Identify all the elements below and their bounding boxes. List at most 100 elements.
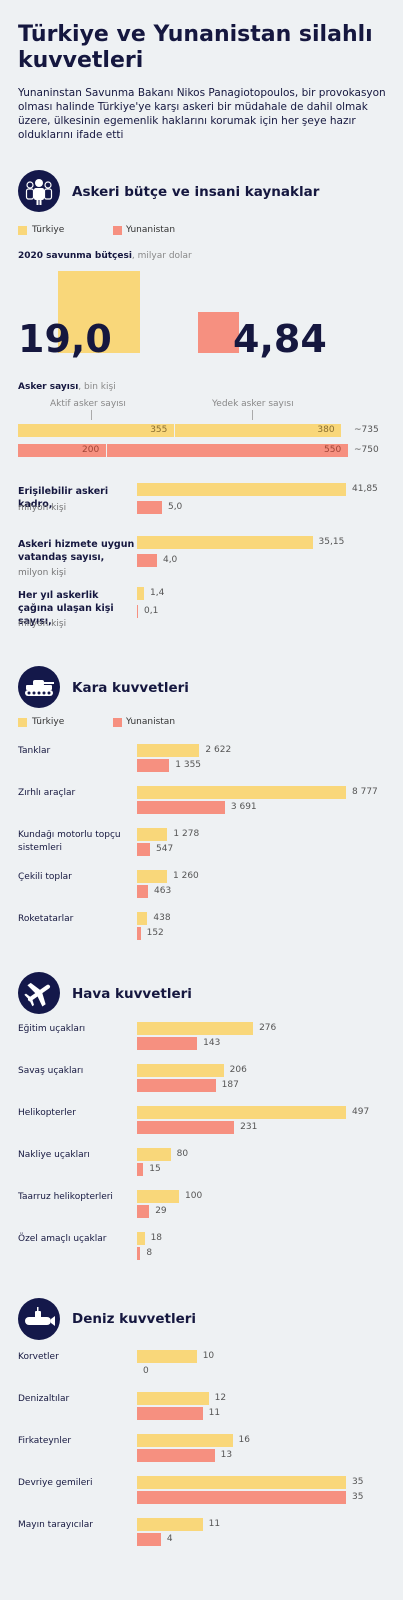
navy-bar-1-3 bbox=[137, 1491, 346, 1504]
navy-value-0-3: 35 bbox=[352, 1477, 364, 1487]
air-value-0-3: 80 bbox=[176, 1149, 189, 1159]
people-icon bbox=[18, 170, 60, 212]
land-bar-0-2 bbox=[137, 828, 168, 841]
population-value-0-0: 41,85 bbox=[352, 484, 378, 494]
population-value-1-0: 5,0 bbox=[167, 502, 183, 512]
land-bar-0-3 bbox=[137, 870, 167, 883]
air-bar-1-2 bbox=[137, 1121, 235, 1134]
soldier-legend-active: Aktif asker sayısı bbox=[50, 399, 126, 409]
navy-label-1: Denizaltılar bbox=[18, 1394, 70, 1404]
section-title-air: Hava kuvvetleri bbox=[72, 986, 192, 1002]
population-value-1-1: 4,0 bbox=[162, 555, 178, 565]
air-value-0-2: 497 bbox=[352, 1107, 370, 1117]
population-bar-1-2 bbox=[137, 605, 138, 618]
legend-label-yunanistan: Yunanistan bbox=[126, 225, 176, 235]
soldier-bar-reserve-1 bbox=[107, 444, 348, 457]
navy-bar-0-2 bbox=[137, 1434, 233, 1447]
population-unit-2: milyon kişi bbox=[18, 619, 67, 629]
population-bar-1-1 bbox=[137, 554, 157, 567]
navy-bar-0-3 bbox=[137, 1476, 346, 1489]
legend-swatch-yunanistan-land bbox=[113, 718, 122, 727]
land-label-1: Zırhlı araçlar bbox=[18, 788, 76, 798]
soldier-chart-title: Asker sayısı, bin kişi bbox=[18, 382, 116, 392]
soldier-total-label-0: ~735 bbox=[354, 425, 379, 435]
population-value-0-2: 1,4 bbox=[149, 588, 165, 598]
population-bar-0-1 bbox=[137, 536, 313, 549]
page-title: Türkiye ve Yunanistan silahlı kuvvetleri bbox=[18, 22, 373, 73]
section-title-land: Kara kuvvetleri bbox=[72, 680, 189, 696]
population-label-0: Erişilebilir askeri kadro, bbox=[18, 486, 109, 510]
soldier-active-label-1: 200 bbox=[82, 445, 100, 455]
air-bar-1-1 bbox=[137, 1079, 216, 1092]
navy-value-0-0: 10 bbox=[202, 1351, 215, 1361]
legend-swatch-turkiye bbox=[18, 226, 27, 235]
budget-value-yunanistan: 4,84 bbox=[233, 317, 327, 361]
land-value-1-4: 152 bbox=[146, 928, 164, 938]
air-bar-0-3 bbox=[137, 1148, 171, 1161]
air-value-1-1: 187 bbox=[221, 1080, 239, 1090]
air-value-0-4: 100 bbox=[185, 1191, 203, 1201]
submarine-icon bbox=[18, 1298, 60, 1340]
page-subtitle: Yunaninstan Savunma Bakanı Nikos Panagio… bbox=[18, 87, 386, 141]
navy-bar-1-2 bbox=[137, 1449, 215, 1462]
air-bar-0-1 bbox=[137, 1064, 224, 1077]
land-value-1-2: 547 bbox=[156, 844, 174, 854]
land-value-1-0: 1 355 bbox=[175, 760, 202, 770]
air-value-1-4: 29 bbox=[155, 1206, 167, 1216]
soldier-bar-active-0 bbox=[18, 424, 175, 437]
section-title-navy: Deniz kuvvetleri bbox=[72, 1311, 197, 1327]
navy-value-0-2: 16 bbox=[238, 1435, 250, 1445]
land-value-1-1: 3 691 bbox=[230, 802, 257, 812]
air-value-1-3: 15 bbox=[149, 1164, 161, 1174]
land-bar-0-4 bbox=[137, 912, 148, 925]
population-bar-0-2 bbox=[137, 587, 144, 600]
soldier-legend-reserve: Yedek asker sayısı bbox=[212, 399, 294, 409]
land-label-2: Kundağı motorlu topçu sistemleri bbox=[18, 830, 121, 853]
air-value-0-1: 206 bbox=[229, 1065, 247, 1075]
navy-value-1-3: 35 bbox=[352, 1492, 364, 1502]
airplane-icon bbox=[18, 972, 60, 1014]
air-label-2: Helikopterler bbox=[18, 1108, 76, 1118]
air-bar-0-2 bbox=[137, 1106, 346, 1119]
navy-value-1-0: 0 bbox=[143, 1366, 149, 1376]
navy-bar-1-4 bbox=[137, 1533, 161, 1546]
navy-label-0: Korvetler bbox=[18, 1352, 59, 1362]
legend-label-turkiye: Türkiye bbox=[32, 225, 65, 235]
budget-value-turkiye: 19,0 bbox=[18, 317, 112, 361]
land-bar-1-2 bbox=[137, 843, 151, 856]
navy-value-0-4: 11 bbox=[208, 1519, 221, 1529]
land-label-0: Tanklar bbox=[18, 746, 51, 756]
soldier-bar-reserve-0 bbox=[175, 424, 342, 437]
land-label-3: Çekili toplar bbox=[18, 872, 72, 882]
air-bar-0-0 bbox=[137, 1022, 254, 1035]
navy-bar-0-4 bbox=[137, 1518, 203, 1531]
air-value-1-0: 143 bbox=[203, 1038, 221, 1048]
budget-square-yunanistan bbox=[198, 311, 240, 353]
air-bar-1-0 bbox=[137, 1037, 198, 1050]
air-label-5: Özel amaçlı uçaklar bbox=[18, 1234, 107, 1244]
land-bar-0-0 bbox=[137, 744, 200, 757]
land-value-0-1: 8 777 bbox=[352, 787, 378, 797]
population-bar-0-0 bbox=[137, 483, 346, 496]
navy-value-0-1: 12 bbox=[214, 1393, 227, 1403]
land-bar-1-1 bbox=[137, 801, 225, 814]
air-value-0-0: 276 bbox=[259, 1023, 277, 1033]
navy-label-2: Firkateynler bbox=[18, 1436, 72, 1446]
air-bar-1-4 bbox=[137, 1205, 150, 1218]
land-value-0-3: 1 260 bbox=[173, 871, 199, 881]
navy-value-1-2: 13 bbox=[220, 1450, 233, 1460]
soldier-active-label-0: 355 bbox=[150, 425, 168, 435]
soldier-reserve-label-0: 380 bbox=[317, 425, 335, 435]
navy-label-3: Devriye gemileri bbox=[18, 1478, 93, 1488]
legend-swatch-yunanistan bbox=[113, 226, 122, 235]
air-label-4: Taarruz helikopterleri bbox=[18, 1192, 113, 1202]
population-unit-1: milyon kişi bbox=[18, 568, 67, 578]
population-label-2: Her yıl askerlik çağına ulaşan kişi sayı… bbox=[18, 590, 114, 627]
air-bar-1-5 bbox=[137, 1247, 141, 1260]
air-value-1-5: 8 bbox=[146, 1248, 153, 1258]
land-value-0-4: 438 bbox=[153, 913, 171, 923]
navy-value-1-1: 11 bbox=[208, 1408, 221, 1418]
air-value-0-5: 18 bbox=[150, 1233, 163, 1243]
land-bar-0-1 bbox=[137, 786, 346, 799]
air-bar-0-4 bbox=[137, 1190, 180, 1203]
